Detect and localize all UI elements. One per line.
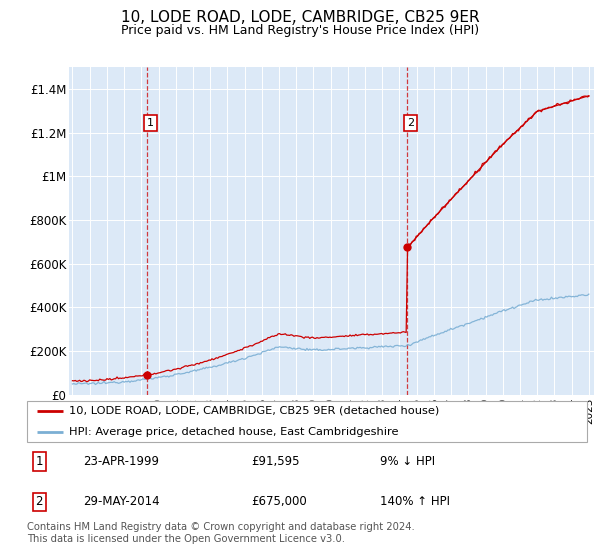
FancyBboxPatch shape <box>27 401 587 441</box>
Text: 29-MAY-2014: 29-MAY-2014 <box>83 496 160 508</box>
Text: 1: 1 <box>35 455 43 468</box>
Text: 10, LODE ROAD, LODE, CAMBRIDGE, CB25 9ER: 10, LODE ROAD, LODE, CAMBRIDGE, CB25 9ER <box>121 10 479 25</box>
Text: 140% ↑ HPI: 140% ↑ HPI <box>380 496 451 508</box>
Text: Price paid vs. HM Land Registry's House Price Index (HPI): Price paid vs. HM Land Registry's House … <box>121 24 479 37</box>
Text: 2: 2 <box>35 496 43 508</box>
Text: HPI: Average price, detached house, East Cambridgeshire: HPI: Average price, detached house, East… <box>69 427 398 437</box>
Text: 2: 2 <box>407 118 414 128</box>
Text: £91,595: £91,595 <box>251 455 300 468</box>
Text: 9% ↓ HPI: 9% ↓ HPI <box>380 455 436 468</box>
Text: 10, LODE ROAD, LODE, CAMBRIDGE, CB25 9ER (detached house): 10, LODE ROAD, LODE, CAMBRIDGE, CB25 9ER… <box>69 406 439 416</box>
Text: 23-APR-1999: 23-APR-1999 <box>83 455 159 468</box>
Text: 1: 1 <box>147 118 154 128</box>
Text: Contains HM Land Registry data © Crown copyright and database right 2024.
This d: Contains HM Land Registry data © Crown c… <box>27 522 415 544</box>
Text: £675,000: £675,000 <box>251 496 307 508</box>
